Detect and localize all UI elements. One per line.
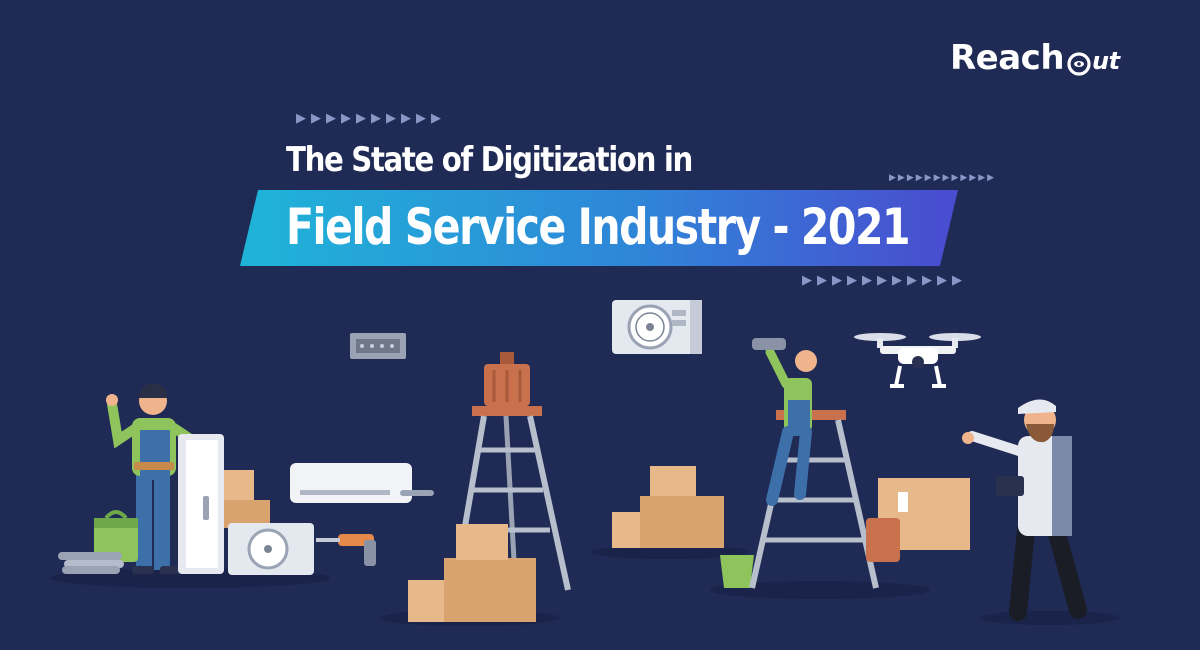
cardboard-box-icon xyxy=(224,470,270,528)
ladder-icon xyxy=(451,406,571,591)
appliance-panel-icon xyxy=(178,434,224,574)
air-conditioner-indoor-icon xyxy=(290,463,434,503)
drone-operator-icon xyxy=(962,399,1087,621)
technician-drilling-icon xyxy=(752,338,817,506)
coiled-pipe-icon xyxy=(58,552,124,574)
drill-icon xyxy=(316,534,376,566)
tool-basket-icon xyxy=(866,518,900,562)
cardboard-box-stack-icon xyxy=(408,466,724,622)
drone-icon xyxy=(854,333,981,388)
tool-basket-icon xyxy=(484,352,530,406)
headline-line-2: Field Service Industry - 2021 xyxy=(286,198,911,256)
air-conditioner-icon xyxy=(612,300,702,354)
air-conditioner-outdoor-icon xyxy=(228,523,314,575)
metal-bracket-icon xyxy=(350,333,406,359)
headline-line-1: The State of Digitization in xyxy=(286,140,693,180)
headline-banner xyxy=(240,190,958,266)
logo-suffix-text: ut xyxy=(1092,47,1120,75)
decorative-arrows-bottom: ▶▶▶▶▶▶▶▶▶▶▶ xyxy=(802,272,967,287)
decorative-arrows-top: ▶▶▶▶▶▶▶▶▶▶ xyxy=(296,110,446,125)
toolbox-icon xyxy=(94,510,138,562)
logo-text: Reach xyxy=(950,38,1065,78)
logo-o-icon xyxy=(1066,45,1092,76)
decorative-arrows-small: ▶▶▶▶▶▶▶▶▶▶▶▶ xyxy=(889,172,997,182)
reachout-logo[interactable]: Reach ut xyxy=(950,36,1120,80)
bucket-icon xyxy=(720,555,754,588)
